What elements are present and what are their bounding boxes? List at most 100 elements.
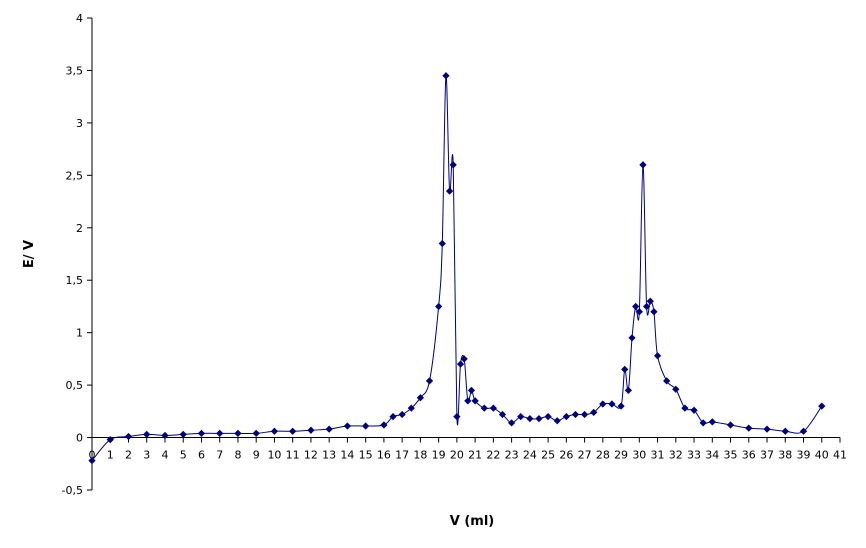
data-point	[624, 386, 632, 394]
data-point	[818, 402, 826, 410]
data-point	[467, 386, 476, 394]
data-point	[389, 412, 397, 421]
y-axis-title: E/ V	[22, 240, 37, 268]
data-point	[726, 421, 735, 429]
y-axis-ticks: -0,5 0 0,5 1 1,5 2 2,5 3 3,5 4	[62, 12, 92, 497]
x-axis-ticks: 0123456789101112131415161718192021222324…	[89, 437, 847, 462]
data-point	[197, 429, 206, 437]
data-point	[617, 402, 625, 410]
y-tick-label: 3	[76, 117, 83, 130]
series-layer	[88, 72, 826, 465]
data-point	[289, 427, 297, 435]
data-point	[234, 429, 242, 437]
data-point	[708, 418, 716, 426]
data-point	[635, 308, 643, 316]
data-point	[489, 404, 497, 412]
data-point	[480, 404, 488, 412]
data-point	[745, 424, 753, 432]
data-point	[621, 365, 629, 374]
x-axis-title: V (ml)	[450, 514, 494, 529]
x-tick-label: 11	[286, 449, 300, 462]
x-tick-label: 17	[395, 449, 409, 462]
data-point	[763, 425, 771, 433]
data-point	[179, 430, 187, 439]
data-point	[498, 410, 507, 419]
data-point	[88, 457, 96, 465]
data-point	[690, 406, 698, 414]
data-point	[307, 426, 315, 434]
data-point	[471, 397, 479, 405]
x-tick-label: 3	[143, 449, 150, 462]
y-tick-label: 0,5	[66, 379, 84, 392]
x-tick-label: 20	[450, 449, 464, 462]
x-tick-label: 39	[797, 449, 811, 462]
x-tick-label: 19	[432, 449, 446, 462]
data-point	[646, 297, 654, 305]
data-point	[460, 355, 468, 363]
data-point	[435, 302, 443, 311]
data-point	[517, 412, 525, 421]
x-tick-label: 7	[216, 449, 223, 462]
data-point	[590, 408, 598, 417]
data-point	[124, 432, 133, 441]
data-point	[325, 425, 333, 433]
x-tick-label: 1	[107, 449, 114, 462]
x-tick-label: 26	[559, 449, 573, 462]
data-point	[799, 427, 808, 435]
y-tick-label: 0	[76, 432, 83, 445]
x-tick-label: 18	[413, 449, 427, 462]
x-tick-label: 23	[505, 449, 519, 462]
data-point	[562, 412, 570, 421]
data-point	[544, 412, 552, 421]
series-line	[91, 75, 823, 461]
x-tick-label: 32	[669, 449, 683, 462]
data-point	[161, 431, 169, 440]
data-point	[507, 419, 516, 427]
x-tick-label: 14	[340, 449, 354, 462]
x-tick-label: 10	[267, 449, 281, 462]
x-tick-label: 12	[304, 449, 318, 462]
data-point	[632, 302, 640, 311]
data-point	[639, 161, 647, 169]
x-tick-label: 16	[377, 449, 391, 462]
x-tick-label: 41	[833, 449, 847, 462]
y-tick-label: 2	[76, 222, 83, 235]
x-tick-label: 36	[742, 449, 756, 462]
x-tick-label: 24	[523, 449, 537, 462]
data-point	[599, 400, 607, 408]
x-tick-label: 2	[125, 449, 132, 462]
x-tick-label: 31	[651, 449, 665, 462]
x-tick-label: 34	[705, 449, 719, 462]
data-point	[642, 302, 651, 311]
data-point	[580, 410, 589, 419]
data-point	[526, 415, 534, 423]
y-tick-label: 3,5	[66, 64, 84, 77]
data-point	[464, 397, 472, 405]
y-tick-label: 1,5	[66, 274, 84, 287]
data-point	[425, 377, 434, 385]
y-tick-label: -0,5	[62, 484, 83, 497]
x-tick-label: 15	[359, 449, 373, 462]
data-point	[653, 352, 662, 360]
data-point	[453, 412, 461, 421]
data-point	[456, 360, 465, 368]
data-point	[571, 410, 580, 419]
x-tick-label: 30	[632, 449, 646, 462]
x-tick-label: 6	[198, 449, 205, 462]
data-point	[535, 415, 543, 423]
data-point	[416, 394, 425, 402]
x-tick-label: 25	[541, 449, 555, 462]
data-point	[106, 436, 114, 444]
data-point	[143, 430, 151, 439]
data-point	[699, 419, 707, 427]
x-tick-label: 33	[687, 449, 701, 462]
y-tick-label: 4	[76, 12, 83, 25]
x-tick-label: 13	[322, 449, 336, 462]
data-point	[445, 187, 454, 195]
x-tick-label: 8	[234, 449, 241, 462]
data-point	[663, 377, 671, 385]
y-tick-label: 1	[76, 327, 83, 340]
x-tick-label: 27	[578, 449, 592, 462]
data-point	[438, 239, 446, 248]
x-tick-label: 9	[253, 449, 260, 462]
